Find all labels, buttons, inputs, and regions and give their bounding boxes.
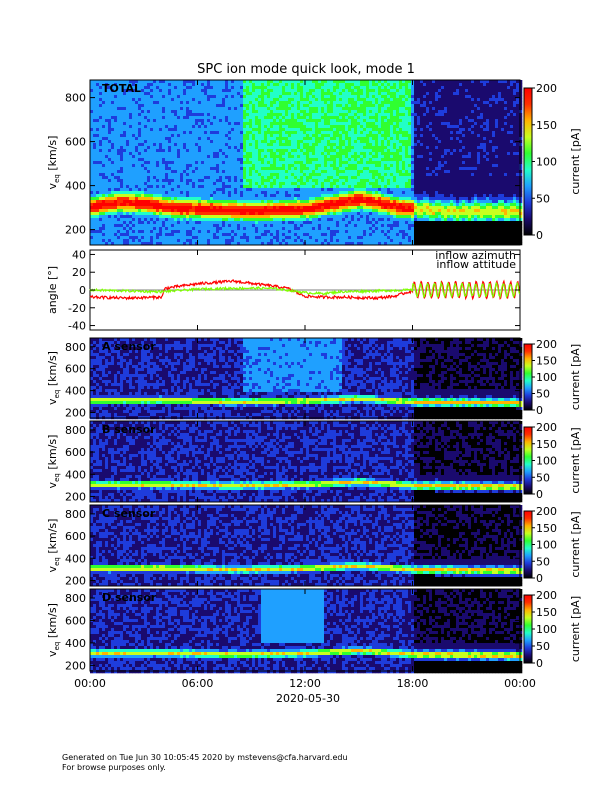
panel-label: D sensor [102, 591, 157, 604]
y-tick-label: 600 [65, 530, 86, 543]
colorbar-label: current [pA] [569, 427, 582, 493]
panel-label: A sensor [102, 340, 156, 353]
colorbar-tick-label: 150 [536, 438, 557, 451]
heatmap-cells [90, 80, 523, 246]
panel-c-sensor: 200 400 600 800 C sensor veq [km/s] 0 50 100 150 2… [46, 504, 582, 587]
x-tick-label: 00:00 [504, 677, 536, 690]
colorbar [523, 426, 533, 495]
footer: Generated on Tue Jun 30 10:05:45 2020 by… [62, 753, 348, 773]
colorbar-tick-label: 0 [536, 572, 543, 585]
colorbar-label: current [pA] [569, 128, 582, 194]
colorbar-tick-label: 50 [536, 555, 550, 568]
colorbar-tick-label: 100 [536, 623, 557, 636]
y-tick-label: 600 [65, 136, 86, 149]
y-axis-label: veq [km/s] [46, 136, 61, 190]
y-tick-label: 40 [72, 248, 86, 261]
y-tick-label: 200 [65, 490, 86, 503]
y-tick-label: 400 [65, 385, 86, 398]
colorbar [523, 594, 533, 664]
colorbar-tick-label: 50 [536, 471, 550, 484]
colorbar-tick-label: 0 [536, 404, 543, 417]
y-axis-label: angle [°] [46, 266, 59, 314]
x-tick-label: 18:00 [397, 677, 429, 690]
colorbar [523, 87, 533, 236]
footer-generated: Generated on Tue Jun 30 10:05:45 2020 by… [62, 753, 348, 763]
legend-entry: inflow azimuth [435, 249, 516, 262]
colorbar-tick-label: 150 [536, 355, 557, 368]
colorbar-tick-label: 50 [536, 640, 550, 653]
x-tick-label: 06:00 [182, 677, 214, 690]
colorbar [523, 343, 533, 411]
y-tick-label: 600 [65, 614, 86, 627]
y-axis-label: veq [km/s] [46, 435, 61, 489]
y-tick-label: 400 [65, 552, 86, 565]
panel-total: 200 400 600 800 TOTAL veq [km/s] 0 50 100 150 200 c… [46, 79, 582, 246]
colorbar-tick-label: 100 [536, 539, 557, 552]
colorbar-tick-label: 200 [536, 589, 557, 602]
y-tick-label: 200 [65, 574, 86, 587]
y-tick-label: 600 [65, 363, 86, 376]
y-tick-label: 800 [65, 424, 86, 437]
y-axis-label: veq [km/s] [46, 351, 61, 405]
colorbar-tick-label: 0 [536, 229, 543, 242]
y-tick-label: 0 [79, 284, 86, 297]
colorbar-label: current [pA] [569, 511, 582, 577]
y-tick-label: 20 [72, 266, 86, 279]
y-tick-label: 800 [65, 92, 86, 105]
colorbar-tick-label: 0 [536, 488, 543, 501]
y-tick-label: 200 [65, 224, 86, 237]
heatmap-cells [90, 421, 523, 503]
y-axis-label: veq [km/s] [46, 519, 61, 573]
y-tick-label: 400 [65, 180, 86, 193]
footer-browse: For browse purposes only. [62, 763, 348, 773]
series-line-inflow-attitude [89, 280, 521, 299]
colorbar-tick-label: 100 [536, 455, 557, 468]
colorbar-tick-label: 50 [536, 192, 550, 205]
y-tick-label: 400 [65, 468, 86, 481]
x-tick-label: 00:00 [74, 677, 106, 690]
y-tick-label: 600 [65, 446, 86, 459]
x-tick-label: 12:00 [289, 677, 321, 690]
panel-b-sensor: 200 400 600 800 B sensor veq [km/s] 0 50 100 150 2… [46, 420, 582, 503]
colorbar-tick-label: 200 [536, 505, 557, 518]
date-label: 2020-05-30 [276, 692, 340, 705]
y-tick-label: 200 [65, 659, 86, 672]
panel-d-sensor: 200 400 600 800 00:00 06:00 12:00 18:00 00:00 D s… [46, 588, 582, 690]
y-tick-label: -40 [68, 320, 86, 333]
panel-label: TOTAL [102, 82, 141, 95]
colorbar-tick-label: 0 [536, 657, 543, 670]
colorbar [523, 510, 533, 579]
y-axis-label: veq [km/s] [46, 603, 61, 657]
y-tick-label: 400 [65, 637, 86, 650]
colorbar-tick-label: 150 [536, 606, 557, 619]
colorbar-tick-label: 50 [536, 388, 550, 401]
colorbar-tick-label: 200 [536, 338, 557, 351]
y-tick-label: 800 [65, 508, 86, 521]
colorbar-tick-label: 200 [536, 82, 557, 95]
colorbar-tick-label: 100 [536, 371, 557, 384]
y-tick-label: 800 [65, 341, 86, 354]
panel-label: B sensor [102, 423, 156, 436]
colorbar-tick-label: 200 [536, 421, 557, 434]
colorbar-tick-label: 150 [536, 522, 557, 535]
y-tick-label: 200 [65, 407, 86, 420]
colorbar-tick-label: 100 [536, 156, 557, 169]
figure-title: SPC ion mode quick look, mode 1 [197, 62, 415, 77]
panel-a-sensor: 200 400 600 800 A sensor veq [km/s] 0 50 100 150 2… [46, 337, 582, 420]
panel-label: C sensor [102, 507, 156, 520]
y-tick-label: 800 [65, 592, 86, 605]
colorbar-tick-label: 150 [536, 119, 557, 132]
heatmap-cells [90, 505, 523, 587]
heatmap-cells [90, 589, 523, 674]
colorbar-label: current [pA] [569, 344, 582, 410]
colorbar-label: current [pA] [569, 596, 582, 662]
legend-entry: inflow attitude [436, 258, 516, 271]
y-tick-label: -20 [68, 302, 86, 315]
